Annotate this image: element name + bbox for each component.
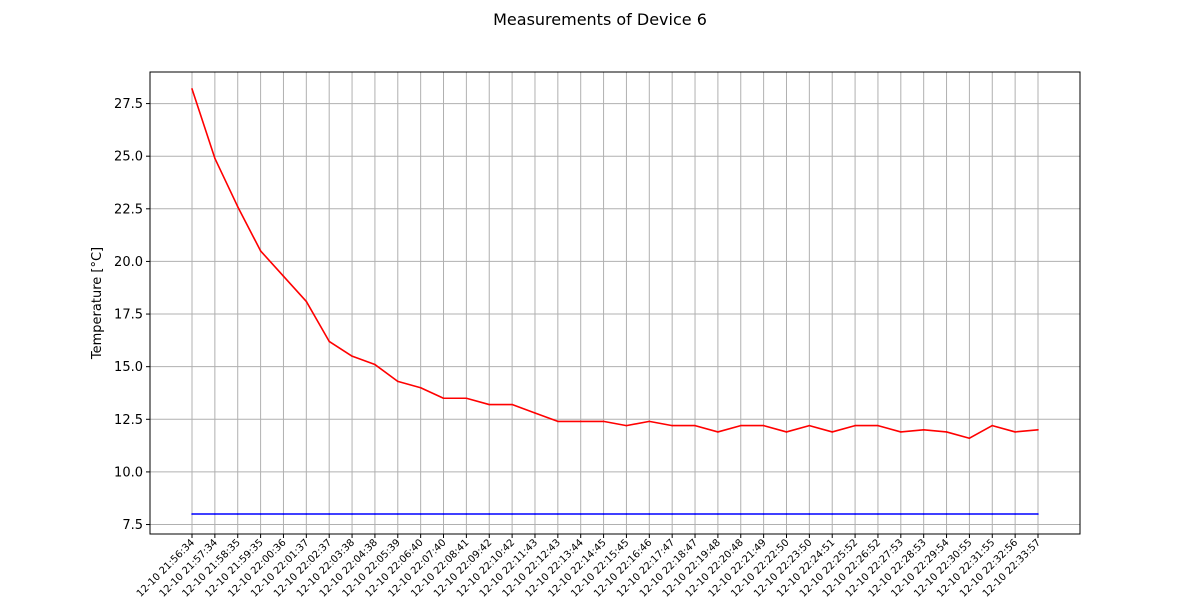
data-point: [191, 513, 193, 515]
y-tick-label: 12.5: [114, 413, 143, 428]
data-point: [374, 363, 376, 366]
data-point: [739, 513, 742, 515]
data-point: [945, 513, 948, 515]
data-point: [1037, 429, 1039, 431]
y-axis-label: Temperature [°C]: [90, 247, 105, 360]
data-point: [328, 513, 330, 515]
data-point: [785, 513, 788, 515]
data-point: [419, 386, 422, 389]
data-point: [991, 513, 994, 515]
data-point: [351, 513, 353, 515]
data-point: [968, 437, 971, 440]
data-point: [694, 424, 696, 427]
y-tick-label: 27.5: [114, 97, 143, 112]
data-point: [808, 424, 811, 427]
data-point: [900, 513, 902, 515]
data-point: [785, 431, 788, 433]
data-point: [374, 513, 376, 515]
data-point: [236, 513, 239, 515]
data-point: [511, 513, 513, 515]
data-point: [488, 403, 491, 406]
data-point: [534, 513, 536, 515]
y-tick-label: 10.0: [114, 465, 143, 480]
data-point: [968, 513, 971, 515]
data-point: [671, 424, 673, 427]
data-point: [877, 424, 879, 427]
data-point: [831, 513, 834, 515]
data-point: [282, 513, 285, 515]
data-point: [625, 424, 628, 427]
data-point: [236, 205, 239, 208]
data-point: [808, 513, 811, 515]
data-point: [557, 513, 559, 515]
data-point: [739, 424, 742, 427]
data-point: [214, 513, 216, 515]
series-layer: [191, 88, 1039, 515]
data-point: [694, 513, 696, 515]
data-point: [625, 513, 628, 515]
data-point: [511, 403, 513, 406]
y-tick-label: 17.5: [114, 308, 143, 323]
data-point: [877, 513, 879, 515]
data-point: [282, 275, 285, 277]
data-point: [579, 420, 582, 423]
data-point: [534, 412, 536, 414]
data-point: [762, 424, 765, 427]
data-point: [602, 420, 605, 423]
data-point: [351, 355, 353, 357]
data-point: [557, 420, 559, 423]
data-point: [419, 513, 422, 515]
data-point: [717, 513, 719, 515]
y-tick-label: 22.5: [114, 202, 143, 217]
series-line-1: [191, 88, 1039, 440]
data-point: [442, 397, 445, 400]
data-point: [831, 431, 834, 433]
data-point: [305, 513, 308, 515]
data-point: [259, 250, 262, 252]
chart-title: Measurements of Device 6: [493, 10, 707, 29]
y-tick-label: 7.5: [122, 518, 143, 533]
data-point: [922, 513, 925, 515]
data-point: [579, 513, 582, 515]
data-point: [465, 397, 468, 400]
data-point: [602, 513, 605, 515]
data-point: [648, 513, 651, 515]
plot-frame: [149, 71, 1081, 535]
data-point: [191, 88, 193, 90]
y-axis: 7.5 10.0 12.5 15.0 17.5 20.0 22.5 25.0 27.5: [114, 97, 150, 533]
data-point: [1037, 513, 1039, 515]
grid: [150, 72, 1080, 534]
data-point: [671, 513, 673, 515]
data-point: [305, 300, 308, 303]
data-point: [991, 424, 994, 427]
data-point: [442, 513, 445, 515]
data-point: [465, 513, 468, 515]
data-point: [717, 431, 719, 433]
data-point: [1014, 513, 1016, 515]
data-point: [1014, 431, 1016, 433]
data-point: [396, 380, 399, 383]
data-point: [854, 424, 856, 427]
data-point: [328, 340, 330, 343]
data-point: [259, 513, 262, 515]
data-point: [922, 429, 925, 431]
data-point: [648, 420, 651, 423]
y-tick-label: 20.0: [114, 255, 143, 270]
data-point: [488, 513, 491, 515]
data-point: [854, 513, 856, 515]
data-point: [945, 431, 948, 433]
y-tick-label: 15.0: [114, 360, 143, 375]
data-point: [396, 513, 399, 515]
y-tick-label: 25.0: [114, 150, 143, 165]
data-point: [214, 157, 216, 160]
data-point: [900, 431, 902, 433]
data-point: [762, 513, 765, 515]
